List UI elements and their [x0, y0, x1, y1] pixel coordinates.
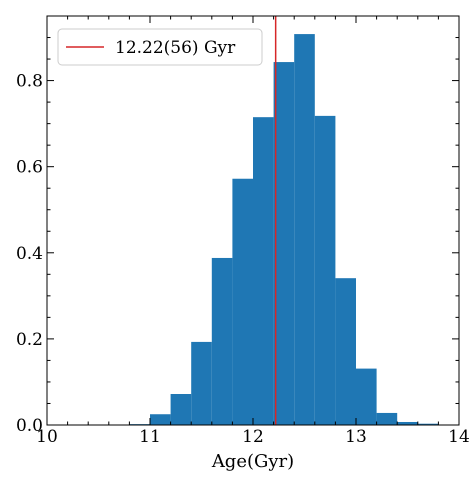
histogram-bar [211, 257, 233, 425]
y-tick-label: 0.4 [16, 244, 43, 264]
histogram-bar [335, 278, 356, 425]
x-tick-label: 11 [139, 427, 161, 447]
plot-frame [46, 15, 460, 426]
histogram-bars [129, 34, 439, 426]
legend: 12.22(56) Gyr [57, 28, 263, 66]
x-axis-label: Age(Gyr) [211, 451, 294, 472]
histogram-bar [417, 423, 439, 425]
x-tick-label: 13 [345, 427, 367, 447]
legend-entry-label: 12.22(56) Gyr [115, 38, 236, 58]
y-tick-label: 0.6 [16, 158, 43, 178]
x-tick-label: 10 [36, 427, 58, 447]
histogram-bar [273, 62, 295, 425]
histogram-bar [314, 115, 336, 425]
legend-box [57, 28, 263, 66]
histogram-bar [294, 34, 315, 426]
histogram-bar [397, 421, 418, 425]
histogram-bar [253, 117, 274, 426]
y-tick-label: 0.2 [16, 330, 43, 350]
histogram-bar [376, 412, 398, 425]
x-tick-label: 14 [448, 427, 470, 447]
y-tick-label: 0.8 [16, 72, 43, 92]
histogram-bar [191, 341, 212, 425]
histogram-bar [356, 368, 377, 425]
histogram-bar [170, 394, 192, 425]
y-tick-labels: 0.0 0.2 0.4 0.6 0.8 [16, 72, 43, 436]
histogram-bar [150, 414, 171, 425]
x-tick-labels: 10 11 12 13 14 [36, 427, 470, 447]
x-tick-label: 12 [242, 427, 264, 447]
histogram-bar [232, 178, 253, 425]
y-tick-label: 0.0 [16, 416, 43, 436]
